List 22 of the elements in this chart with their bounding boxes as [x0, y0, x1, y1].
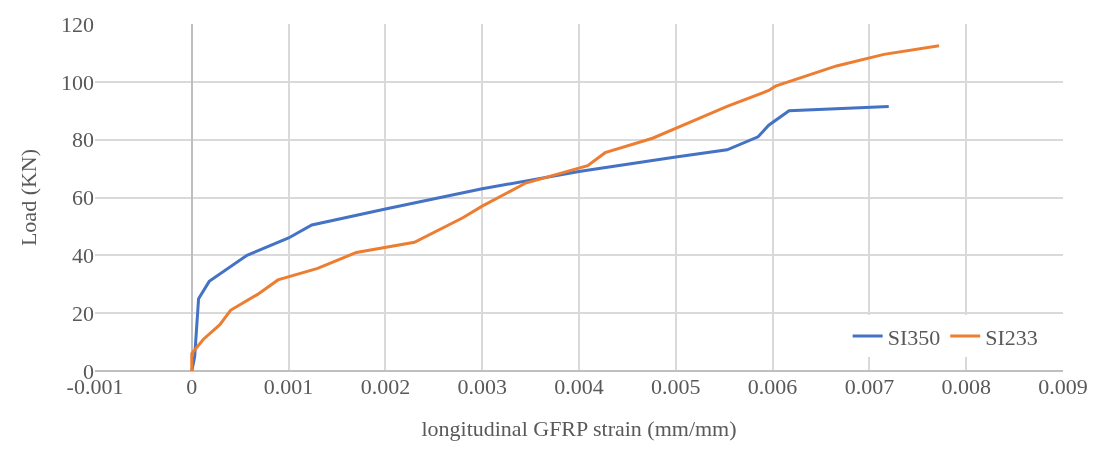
x-tick-label: 0.008: [941, 374, 991, 399]
y-tick-label: 20: [72, 300, 94, 326]
legend-label: SI350: [887, 324, 941, 350]
x-tick-label: 0.002: [360, 374, 411, 399]
line-series: [190, 104, 891, 371]
x-tick-label: 0.005: [651, 374, 701, 399]
legend-label: SI233: [985, 324, 1038, 350]
y-tick-label: 80: [72, 127, 94, 153]
line-series: [190, 44, 941, 371]
x-tick-label: 0.007: [844, 374, 895, 399]
y-tick-label: 120: [61, 11, 94, 37]
x-tick-label: 0.006: [747, 374, 798, 399]
x-tick-label: 0.004: [554, 374, 604, 399]
x-tick-label: 0.003: [457, 374, 507, 399]
y-tick-label: 100: [61, 69, 94, 95]
x-axis-title: longitudinal GFRP strain (mm/mm): [421, 415, 737, 441]
y-tick-label: 60: [72, 185, 94, 211]
x-tick-label: 0: [186, 374, 198, 399]
x-tick-label: 0.009: [1038, 374, 1088, 399]
y-tick-label: 40: [72, 243, 94, 269]
y-axis-title: Load (KN): [15, 148, 41, 247]
x-tick-label: 0.001: [263, 374, 314, 399]
